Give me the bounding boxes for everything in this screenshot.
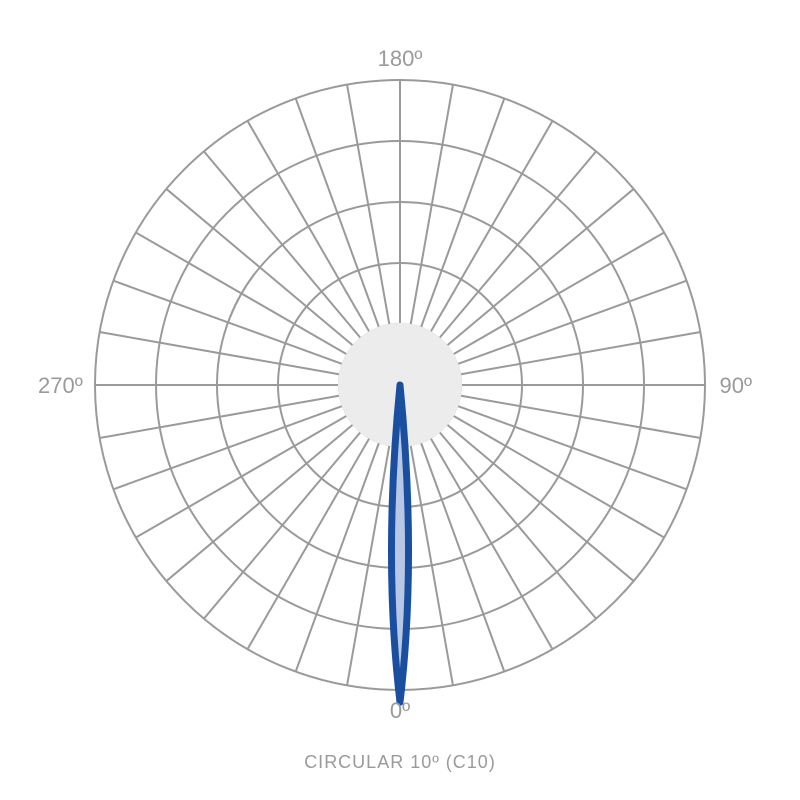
axis-label-bottom: 0º — [390, 698, 410, 724]
axis-label-right: 90º — [719, 373, 752, 399]
axis-label-left: 270º — [38, 373, 83, 399]
polar-chart-container: 180º 90º 0º 270º CIRCULAR 10º (C10) — [0, 0, 800, 800]
chart-caption: CIRCULAR 10º (C10) — [0, 752, 800, 773]
axis-label-top: 180º — [378, 46, 423, 72]
polar-chart-svg — [0, 0, 800, 800]
